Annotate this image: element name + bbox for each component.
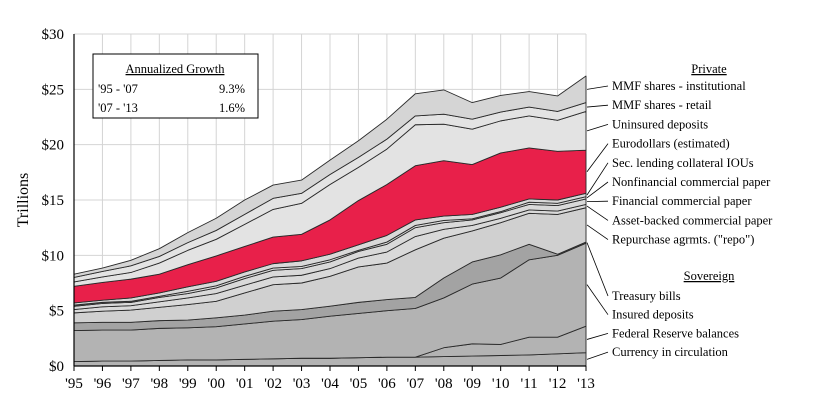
leader-line xyxy=(586,242,609,297)
x-tick-label: '99 xyxy=(179,376,197,392)
x-tick-label: '09 xyxy=(463,376,481,392)
y-tick-label: $25 xyxy=(42,82,65,98)
leader-line xyxy=(586,162,609,196)
y-axis-label: Trillions xyxy=(15,173,32,228)
x-tick-label: '02 xyxy=(264,376,282,392)
legend-label: Nonfinancial commercial paper xyxy=(612,175,771,189)
leader-line xyxy=(586,85,609,90)
x-tick-label: '10 xyxy=(492,376,510,392)
y-tick-label: $20 xyxy=(42,138,65,154)
x-tick-label: '13 xyxy=(577,376,595,392)
y-tick-label: $10 xyxy=(42,248,65,264)
y-tick-label: $5 xyxy=(49,304,64,320)
legend-label: Asset-backed commercial paper xyxy=(612,213,773,227)
legend-label: Insured deposits xyxy=(612,308,694,322)
leader-line xyxy=(586,124,609,132)
leader-line xyxy=(586,181,609,199)
legend-label: Uninsured deposits xyxy=(612,117,708,131)
x-tick-label: '05 xyxy=(350,376,368,392)
y-tick-label: $15 xyxy=(42,193,65,209)
annotation-period: '95 - '07 xyxy=(98,82,138,96)
x-tick-label: '96 xyxy=(94,376,112,392)
leader-line xyxy=(586,205,609,221)
y-tick-label: $0 xyxy=(49,359,64,375)
annotation-value: 1.6% xyxy=(219,101,245,115)
leader-line xyxy=(586,284,609,315)
leader-line xyxy=(586,351,609,360)
legend-group-title: Private xyxy=(691,62,727,76)
area-series xyxy=(73,75,587,278)
x-tick-label: '95 xyxy=(65,376,83,392)
legend-label: MMF shares - institutional xyxy=(612,79,746,93)
leader-line xyxy=(586,224,609,240)
x-tick-label: '01 xyxy=(236,376,254,392)
x-tick-label: '97 xyxy=(122,376,140,392)
leader-line xyxy=(586,143,609,173)
leader-line xyxy=(586,104,609,108)
x-tick-label: '03 xyxy=(293,376,311,392)
x-tick-label: '98 xyxy=(150,376,168,392)
legend-label: Repurchase agrmts. ("repo") xyxy=(612,233,754,247)
annotation-box xyxy=(92,53,259,119)
legend-label: Currency in circulation xyxy=(612,345,729,359)
x-tick-label: '06 xyxy=(378,376,396,392)
legend-label: Treasury bills xyxy=(612,289,681,303)
legend-label: Financial commercial paper xyxy=(612,194,752,208)
legend-label: Eurodollars (estimated) xyxy=(612,137,730,151)
x-tick-label: '00 xyxy=(207,376,225,392)
leader-line xyxy=(586,333,609,340)
x-tick-label: '07 xyxy=(406,376,424,392)
annotation-title: Annualized Growth xyxy=(126,62,226,76)
legend-label: Sec. lending collateral IOUs xyxy=(612,156,754,170)
x-tick-label: '11 xyxy=(521,376,538,392)
legend-group-title: Sovereign xyxy=(684,269,735,283)
legend-label: MMF shares - retail xyxy=(612,98,712,112)
x-tick-label: '12 xyxy=(549,376,567,392)
annotation-period: '07 - '13 xyxy=(98,101,138,115)
legend-label: Federal Reserve balances xyxy=(612,326,739,340)
x-tick-label: '08 xyxy=(435,376,453,392)
annotation-value: 9.3% xyxy=(219,82,245,96)
y-tick-label: $30 xyxy=(42,27,65,43)
x-tick-label: '04 xyxy=(321,376,339,392)
